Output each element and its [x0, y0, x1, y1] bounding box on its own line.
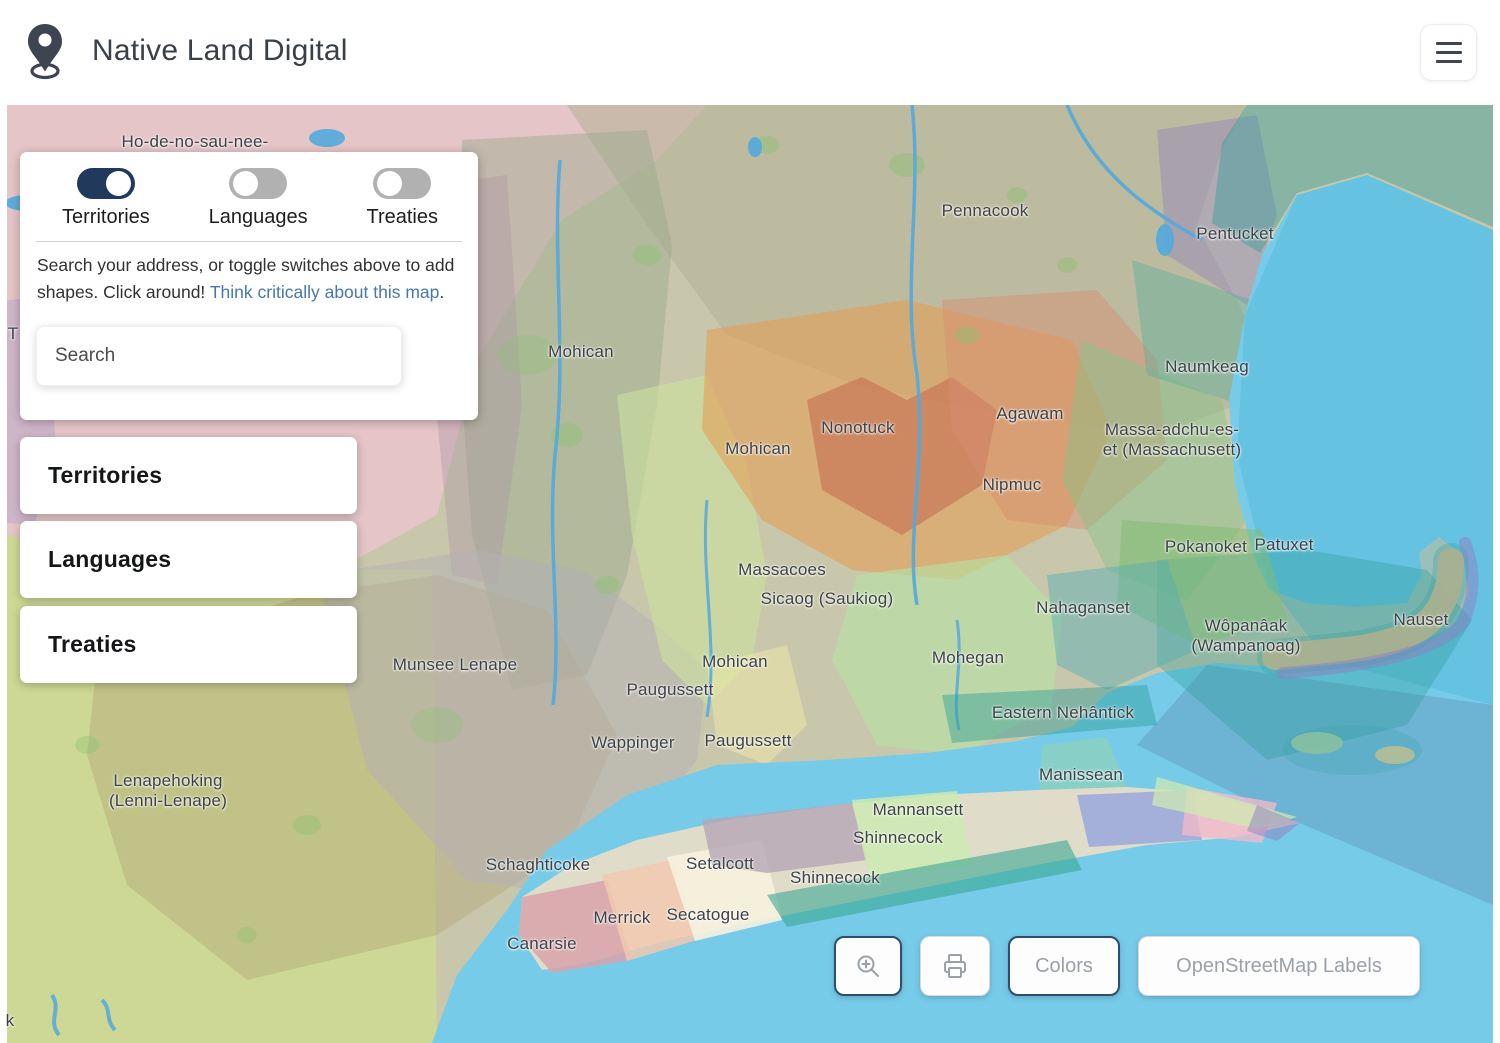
- treaties-panel[interactable]: Treaties: [20, 606, 357, 683]
- treaties-panel-label: Treaties: [48, 631, 137, 657]
- zoom-in-button[interactable]: [834, 936, 902, 996]
- panel-divider: [36, 241, 462, 242]
- switch-knob: [377, 171, 403, 196]
- hamburger-icon: [1435, 42, 1462, 45]
- colors-button[interactable]: Colors: [1008, 936, 1120, 996]
- site-title: Native Land Digital: [92, 34, 348, 67]
- osm-button-label: OpenStreetMap Labels: [1176, 954, 1382, 977]
- territories-panel[interactable]: Territories: [20, 437, 357, 514]
- map-long-island: [519, 777, 1300, 973]
- languages-switch[interactable]: [229, 168, 288, 199]
- control-panel: Territories Languages Treaties Search yo…: [20, 152, 478, 420]
- toggle-label-languages: Languages: [208, 206, 308, 228]
- colors-button-label: Colors: [1035, 954, 1093, 977]
- toggles-row: Territories Languages Treaties: [20, 152, 478, 229]
- switch-knob: [233, 171, 259, 196]
- languages-panel-label: Languages: [48, 546, 172, 572]
- treaties-switch[interactable]: [373, 168, 432, 199]
- intro-text: Search your address, or toggle switches …: [37, 255, 455, 302]
- printer-icon: [944, 954, 966, 978]
- map-container[interactable]: [7, 105, 1493, 1043]
- hamburger-menu-button[interactable]: [1420, 24, 1477, 81]
- languages-panel[interactable]: Languages: [20, 521, 357, 598]
- toggle-label-treaties: Treaties: [366, 206, 438, 228]
- territory-map[interactable]: [7, 105, 1493, 1043]
- print-button[interactable]: [920, 936, 990, 996]
- brand[interactable]: Native Land Digital: [25, 20, 348, 82]
- territories-switch[interactable]: [76, 168, 135, 199]
- panel-description: Search your address, or toggle switches …: [37, 252, 458, 306]
- switch-knob: [105, 171, 131, 196]
- toggle-treaties: Treaties: [366, 168, 438, 229]
- think-critically-link[interactable]: Think critically about this map: [209, 282, 440, 302]
- header: Native Land Digital: [0, 0, 1500, 105]
- map-pin-logo-icon: [28, 24, 62, 80]
- map-coastal-territories: [942, 105, 1493, 823]
- openstreetmap-labels-button[interactable]: OpenStreetMap Labels: [1138, 936, 1420, 996]
- toggle-languages: Languages: [209, 168, 308, 229]
- magnifier-plus-icon: [857, 955, 879, 977]
- toggle-territories: Territories: [62, 168, 150, 229]
- intro-suffix: .: [439, 282, 445, 302]
- toggle-label-territories: Territories: [62, 206, 150, 228]
- search-input[interactable]: [36, 326, 402, 386]
- territories-panel-label: Territories: [48, 462, 163, 488]
